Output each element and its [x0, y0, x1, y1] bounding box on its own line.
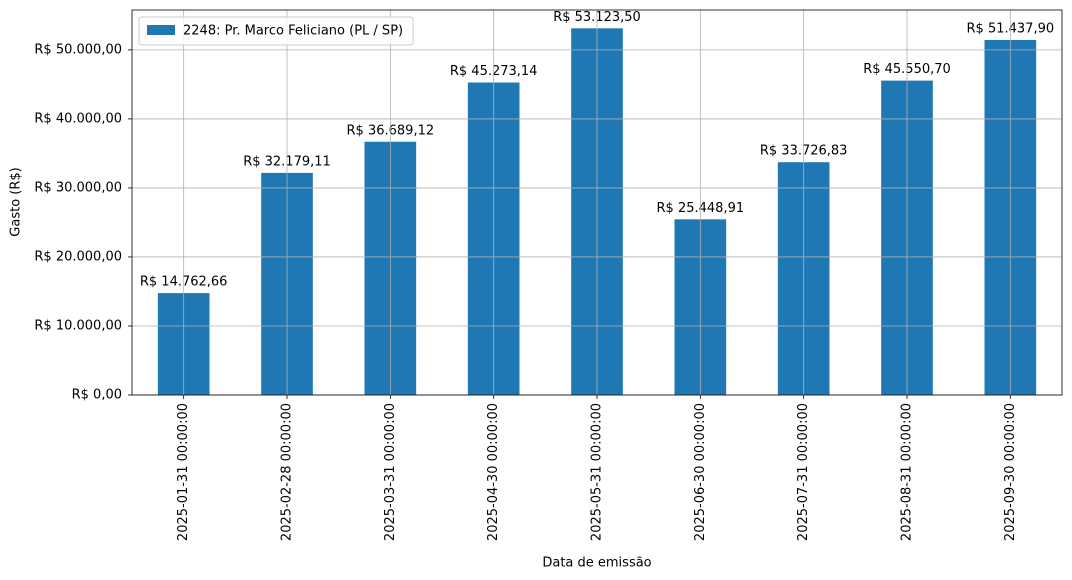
y-tick-label: R$ 20.000,00	[34, 249, 122, 264]
legend: 2248: Pr. Marco Feliciano (PL / SP)	[138, 16, 414, 46]
x-tick-label: 2025-04-30 00:00:00	[486, 403, 501, 541]
y-axis-label: Gasto (R$)	[9, 167, 24, 236]
x-tick-label: 2025-08-31 00:00:00	[900, 403, 915, 541]
x-tick-label: 2025-05-31 00:00:00	[590, 403, 605, 541]
y-tick-label: R$ 30.000,00	[34, 180, 122, 195]
x-tick-label: 2025-03-31 00:00:00	[383, 403, 398, 541]
y-tick-label: R$ 10.000,00	[34, 318, 122, 333]
x-tick-label: 2025-07-31 00:00:00	[796, 403, 811, 541]
legend-label: 2248: Pr. Marco Feliciano (PL / SP)	[183, 24, 403, 39]
x-tick-label: 2025-09-30 00:00:00	[1003, 403, 1018, 541]
y-tick-label: R$ 0,00	[72, 388, 122, 403]
x-axis-label: Data de emissão	[542, 556, 651, 571]
y-tick-label: R$ 40.000,00	[34, 111, 122, 126]
x-tick-label: 2025-06-30 00:00:00	[693, 403, 708, 541]
plot-frame	[131, 9, 1063, 396]
legend-swatch	[147, 25, 175, 35]
x-tick-label: 2025-01-31 00:00:00	[176, 403, 191, 541]
y-tick-label: R$ 50.000,00	[34, 42, 122, 57]
x-tick-label: 2025-02-28 00:00:00	[280, 403, 295, 541]
legend-box	[138, 16, 414, 46]
